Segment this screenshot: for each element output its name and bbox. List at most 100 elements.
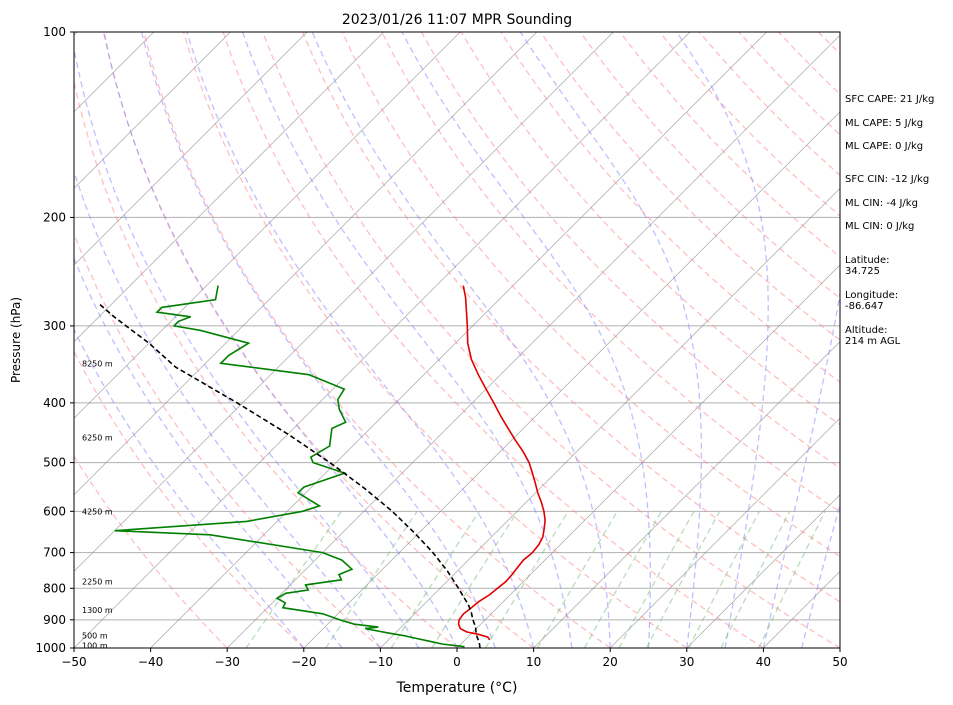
height-label: 500 m bbox=[82, 632, 108, 641]
moist-adiabat-line bbox=[140, 32, 496, 648]
isotherm-line bbox=[150, 32, 767, 648]
dry-adiabat-line bbox=[74, 349, 305, 648]
isotherm-line bbox=[74, 32, 614, 572]
dry-adiabat-line bbox=[143, 32, 611, 648]
latitude-text: Latitude: 34.725 bbox=[845, 255, 890, 277]
y-tick-label: 700 bbox=[43, 546, 66, 560]
parcel-path bbox=[97, 301, 481, 648]
isotherm-line bbox=[380, 187, 840, 648]
mixing-ratio-line bbox=[618, 510, 695, 648]
isotherm-line bbox=[456, 264, 840, 648]
isotherm-line bbox=[74, 32, 231, 189]
sfc-cin-text: SFC CIN: -12 J/kg bbox=[845, 174, 930, 185]
longitude-text: Longitude: -86.647 bbox=[845, 290, 899, 312]
height-label: 8250 m bbox=[82, 359, 113, 368]
moist-adiabat-line bbox=[74, 256, 343, 648]
moist-adiabat-line bbox=[401, 32, 651, 648]
chart-title: 2023/01/26 11:07 MPR Sounding bbox=[342, 12, 572, 28]
height-label: 4250 m bbox=[82, 507, 113, 516]
y-tick-label: 100 bbox=[43, 25, 66, 39]
mixing-ratio-line bbox=[536, 510, 618, 648]
sounding-profiles bbox=[97, 285, 546, 648]
isotherm-line bbox=[74, 32, 384, 343]
ml-cape-text-2: ML CAPE: 0 J/kg bbox=[845, 141, 924, 152]
x-tick-label: −20 bbox=[291, 655, 316, 669]
mixing-ratio-line bbox=[758, 511, 826, 648]
dry-adiabat-line bbox=[103, 32, 534, 648]
mixing-ratio-line bbox=[583, 510, 662, 648]
mixing-ratio-line bbox=[645, 510, 721, 648]
mixing-ratio-line bbox=[325, 510, 418, 648]
isotherm-line bbox=[0, 32, 1, 648]
moist-adiabat-line bbox=[74, 45, 420, 648]
isotherm-line bbox=[609, 417, 840, 648]
y-axis-ticks: 100 200 300 400 500 600 700 800 900 1000 bbox=[35, 25, 74, 655]
isotherm-line bbox=[74, 32, 461, 419]
height-label: 6250 m bbox=[82, 433, 113, 442]
x-tick-label: 50 bbox=[832, 655, 847, 669]
dry-adiabat-line bbox=[74, 231, 381, 648]
moist-adiabat-line bbox=[519, 32, 703, 648]
y-tick-label: 1000 bbox=[35, 641, 66, 655]
ml-cape-text: ML CAPE: 5 J/kg bbox=[845, 118, 924, 129]
plot-area bbox=[0, 32, 840, 648]
moist-adiabat-line bbox=[311, 32, 611, 648]
height-label: 1300 m bbox=[82, 606, 113, 615]
mixing-ratio-lines bbox=[245, 510, 826, 648]
x-tick-label: 30 bbox=[679, 655, 694, 669]
y-axis-label: Pressure (hPa) bbox=[9, 297, 23, 383]
isotherm-line bbox=[533, 341, 840, 648]
ml-cin-text: ML CIN: -4 J/kg bbox=[845, 198, 918, 209]
x-axis-label: Temperature (°C) bbox=[396, 680, 518, 696]
x-tick-label: −30 bbox=[215, 655, 240, 669]
x-tick-label: −10 bbox=[368, 655, 393, 669]
isotherm-line bbox=[74, 32, 691, 648]
mixing-ratio-line bbox=[720, 511, 791, 648]
dry-adiabat-line bbox=[182, 32, 688, 648]
isotherm-line bbox=[74, 32, 155, 113]
dry-adiabat-lines bbox=[74, 32, 840, 648]
y-tick-label: 300 bbox=[43, 319, 66, 333]
isotherm-line bbox=[226, 34, 840, 648]
mixing-ratio-line bbox=[245, 510, 342, 648]
dry-adiabat-line bbox=[222, 32, 764, 648]
y-tick-label: 800 bbox=[43, 581, 66, 595]
isotherm-line bbox=[303, 111, 840, 648]
moist-adiabat-lines bbox=[74, 32, 840, 648]
sfc-cape-text: SFC CAPE: 21 J/kg bbox=[845, 94, 935, 105]
isotherm-line bbox=[686, 494, 840, 648]
altitude-text: Altitude: 214 m AGL bbox=[845, 325, 901, 347]
ml-cin-text-2: ML CIN: 0 J/kg bbox=[845, 221, 915, 232]
dry-adiabat-line bbox=[74, 454, 228, 648]
x-axis-ticks: −50 −40 −30 −20 −10 0 10 20 30 40 50 bbox=[61, 648, 848, 669]
moist-adiabat-line bbox=[762, 290, 840, 648]
x-tick-label: 40 bbox=[756, 655, 771, 669]
y-tick-label: 600 bbox=[43, 504, 66, 518]
x-tick-label: −40 bbox=[138, 655, 163, 669]
x-tick-label: 10 bbox=[526, 655, 541, 669]
moist-adiabat-line bbox=[241, 32, 573, 648]
dewpoint-profile bbox=[114, 285, 465, 648]
temperature-profile bbox=[457, 285, 546, 641]
mixing-ratio-line bbox=[688, 510, 760, 648]
x-tick-label: 20 bbox=[603, 655, 618, 669]
height-label: 100 m bbox=[82, 641, 108, 650]
moist-adiabat-line bbox=[676, 32, 769, 648]
mixing-ratio-line bbox=[431, 510, 519, 648]
dry-adiabat-line bbox=[262, 32, 840, 648]
isotherm-line bbox=[74, 32, 308, 266]
y-tick-label: 400 bbox=[43, 396, 66, 410]
moist-adiabat-line bbox=[74, 169, 381, 648]
isotherm-line bbox=[74, 32, 538, 496]
height-label: 2250 m bbox=[82, 578, 113, 587]
moist-adiabat-line bbox=[801, 502, 840, 648]
y-tick-label: 500 bbox=[43, 456, 66, 470]
y-tick-label: 200 bbox=[43, 210, 66, 224]
x-tick-label: −50 bbox=[61, 655, 86, 669]
x-tick-label: 0 bbox=[453, 655, 461, 669]
moist-adiabat-line bbox=[186, 32, 535, 648]
moist-adiabat-line bbox=[102, 32, 458, 648]
pressure-gridlines bbox=[74, 216, 840, 621]
